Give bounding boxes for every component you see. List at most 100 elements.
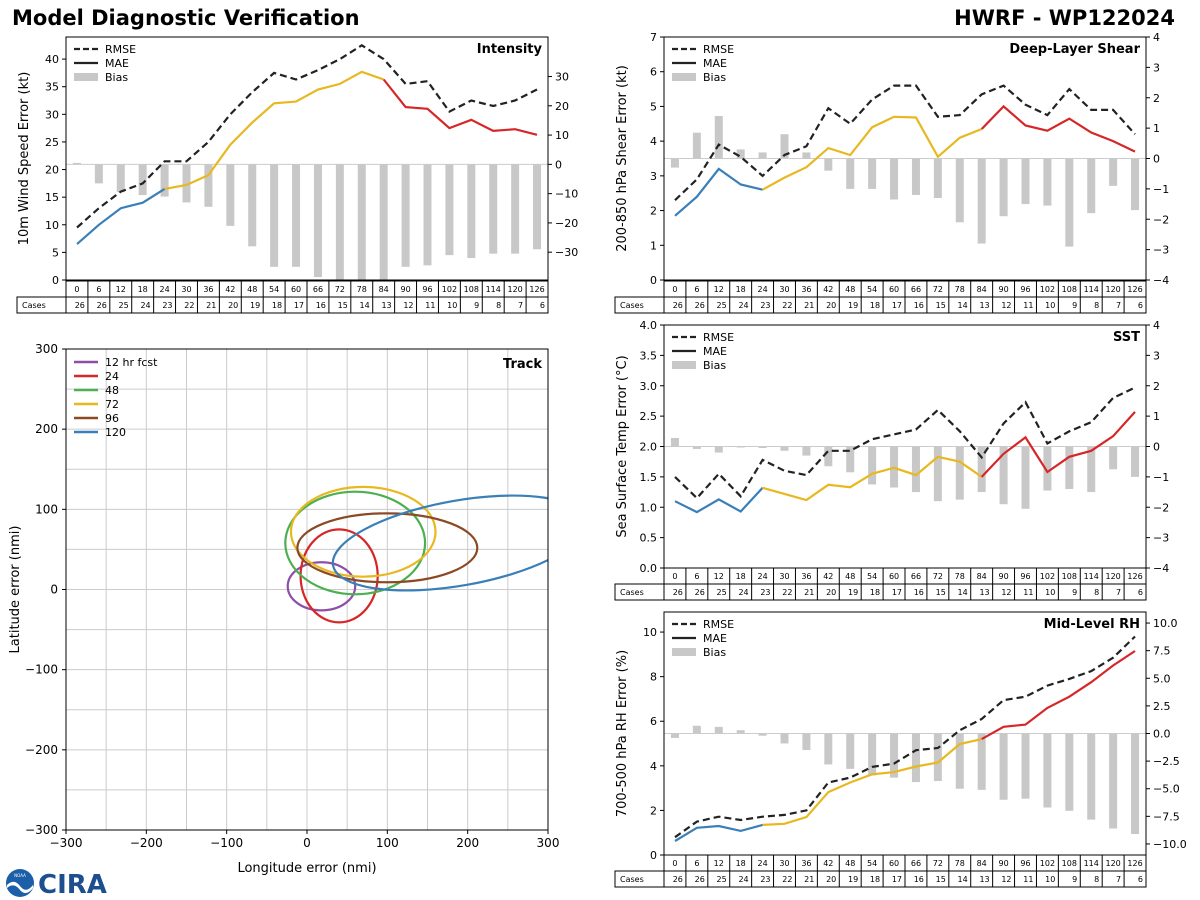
rh-hour-label: 18 xyxy=(736,859,746,868)
rh-y2tick-label: −5.0 xyxy=(1153,783,1180,796)
sst-case-label: 9 xyxy=(1072,588,1077,597)
intensity-ytick-label: 40 xyxy=(45,53,59,66)
sst-hour-label: 84 xyxy=(977,572,987,581)
shear-hour-label: 18 xyxy=(736,285,746,294)
shear-case-label: 12 xyxy=(1001,301,1011,310)
intensity-bias-bar xyxy=(270,164,279,267)
sst-hour-label: 48 xyxy=(845,572,855,581)
sst-y2tick-label: 2 xyxy=(1153,380,1160,393)
shear-y2tick-label: −3 xyxy=(1153,244,1169,257)
sst-legend-rmse: RMSE xyxy=(703,331,734,344)
sst-bias-bar xyxy=(868,446,877,485)
shear-bias-bar xyxy=(868,158,877,189)
shear-bias-bar xyxy=(692,132,701,159)
sst-bias-bar xyxy=(933,446,942,502)
intensity-hour-label: 6 xyxy=(96,285,101,294)
shear-y2tick-label: −4 xyxy=(1153,274,1169,287)
sst-bias-bar xyxy=(758,446,767,449)
rh-hour-label: 48 xyxy=(845,859,855,868)
shear-case-label: 24 xyxy=(738,301,748,310)
intensity-hour-label: 114 xyxy=(486,285,501,294)
sst-y2tick-label: −4 xyxy=(1153,562,1169,575)
rh-hour-label: 72 xyxy=(933,859,943,868)
shear-bias-bar xyxy=(955,158,964,223)
intensity-hour-label: 24 xyxy=(159,285,169,294)
rh-ytick-label: 10 xyxy=(643,626,657,639)
intensity-case-label: 9 xyxy=(474,301,479,310)
intensity-mae-line-early xyxy=(76,187,166,245)
shear-bias-bar xyxy=(911,158,920,195)
rh-case-label: 25 xyxy=(717,875,727,884)
intensity-legend-mae: MAE xyxy=(105,57,129,70)
shear-ytick-label: 5 xyxy=(650,100,657,113)
sst-bias-bar xyxy=(692,446,701,449)
shear-legend-bias: Bias xyxy=(703,71,726,84)
intensity-case-label: 15 xyxy=(338,301,348,310)
shear-ylabel: 200-850 hPa Shear Error (kt) xyxy=(615,65,630,252)
rh-case-label: 11 xyxy=(1023,875,1033,884)
shear-hour-label: 60 xyxy=(889,285,899,294)
intensity-title: Intensity xyxy=(477,42,543,57)
shear-hour-label: 12 xyxy=(714,285,724,294)
intensity-bias-bar xyxy=(94,164,103,184)
track-ytick-label: 300 xyxy=(35,342,58,356)
intensity-bias-bar xyxy=(182,164,191,203)
intensity-ytick-label: 0 xyxy=(52,274,59,287)
intensity-case-label: 17 xyxy=(294,301,304,310)
rh-y2tick-label: 5.0 xyxy=(1153,672,1171,685)
sst-bias-bar xyxy=(802,446,811,456)
intensity-bias-bar xyxy=(248,164,257,247)
intensity-y2tick-label: −10 xyxy=(555,188,578,201)
shear-bias-bar xyxy=(1065,158,1074,247)
rh-bias-bar xyxy=(824,733,833,765)
rh-title: Mid-Level RH xyxy=(1044,617,1140,632)
intensity-hour-label: 48 xyxy=(247,285,257,294)
rh-ytick-label: 0 xyxy=(650,849,657,862)
sst-case-label: 13 xyxy=(979,588,989,597)
sst-case-label: 18 xyxy=(870,588,880,597)
track-ytick-label: 200 xyxy=(35,422,58,436)
shear-hour-label: 84 xyxy=(977,285,987,294)
shear-case-label: 26 xyxy=(673,301,683,310)
sst-bias-bar xyxy=(824,446,833,467)
sst-case-label: 26 xyxy=(673,588,683,597)
shear-case-label: 16 xyxy=(914,301,924,310)
track-xtick-label: 0 xyxy=(303,836,311,850)
intensity-rmse-line xyxy=(76,43,538,229)
sst-hour-label: 42 xyxy=(823,572,833,581)
rh-hour-label: 66 xyxy=(911,859,921,868)
intensity-cases-label: Cases xyxy=(22,301,46,310)
track-ellipses xyxy=(284,485,548,624)
rh-bias-bar xyxy=(890,733,899,778)
rh-case-label: 13 xyxy=(979,875,989,884)
sst-hour-label: 102 xyxy=(1040,572,1055,581)
intensity-hour-label: 84 xyxy=(379,285,389,294)
shear-case-label: 7 xyxy=(1116,301,1121,310)
shear-bias-bar xyxy=(890,158,899,200)
sst-case-label: 16 xyxy=(914,588,924,597)
sst-mae-line-mid xyxy=(762,455,983,502)
track-ytick-label: 0 xyxy=(50,583,58,597)
sst-bias-bar xyxy=(911,446,920,493)
sst-hour-label: 12 xyxy=(714,572,724,581)
rh-hour-label: 54 xyxy=(867,859,877,868)
intensity-hour-label: 18 xyxy=(138,285,148,294)
track-ellipse-120 xyxy=(331,494,548,592)
shear-case-label: 14 xyxy=(958,301,968,310)
shear-bias-bar xyxy=(736,149,745,159)
sst-y2tick-label: −1 xyxy=(1153,471,1169,484)
rh-case-label: 10 xyxy=(1045,875,1055,884)
sst-y2tick-label: −3 xyxy=(1153,532,1169,545)
sst-bias-bar xyxy=(1131,446,1140,477)
shear-case-label: 10 xyxy=(1045,301,1055,310)
rh-cases-label: Cases xyxy=(620,875,644,884)
rh-hour-label: 114 xyxy=(1084,859,1099,868)
intensity-bias-bar xyxy=(226,164,235,226)
rh-bias-bar xyxy=(1065,733,1074,811)
shear-bias-bar xyxy=(933,158,942,198)
sst-hour-label: 0 xyxy=(672,572,677,581)
intensity-y2tick-label: 10 xyxy=(555,129,569,142)
rh-bias-bar xyxy=(1131,733,1140,835)
rh-hour-label: 90 xyxy=(998,859,1008,868)
intensity-bias-bar xyxy=(489,164,498,254)
